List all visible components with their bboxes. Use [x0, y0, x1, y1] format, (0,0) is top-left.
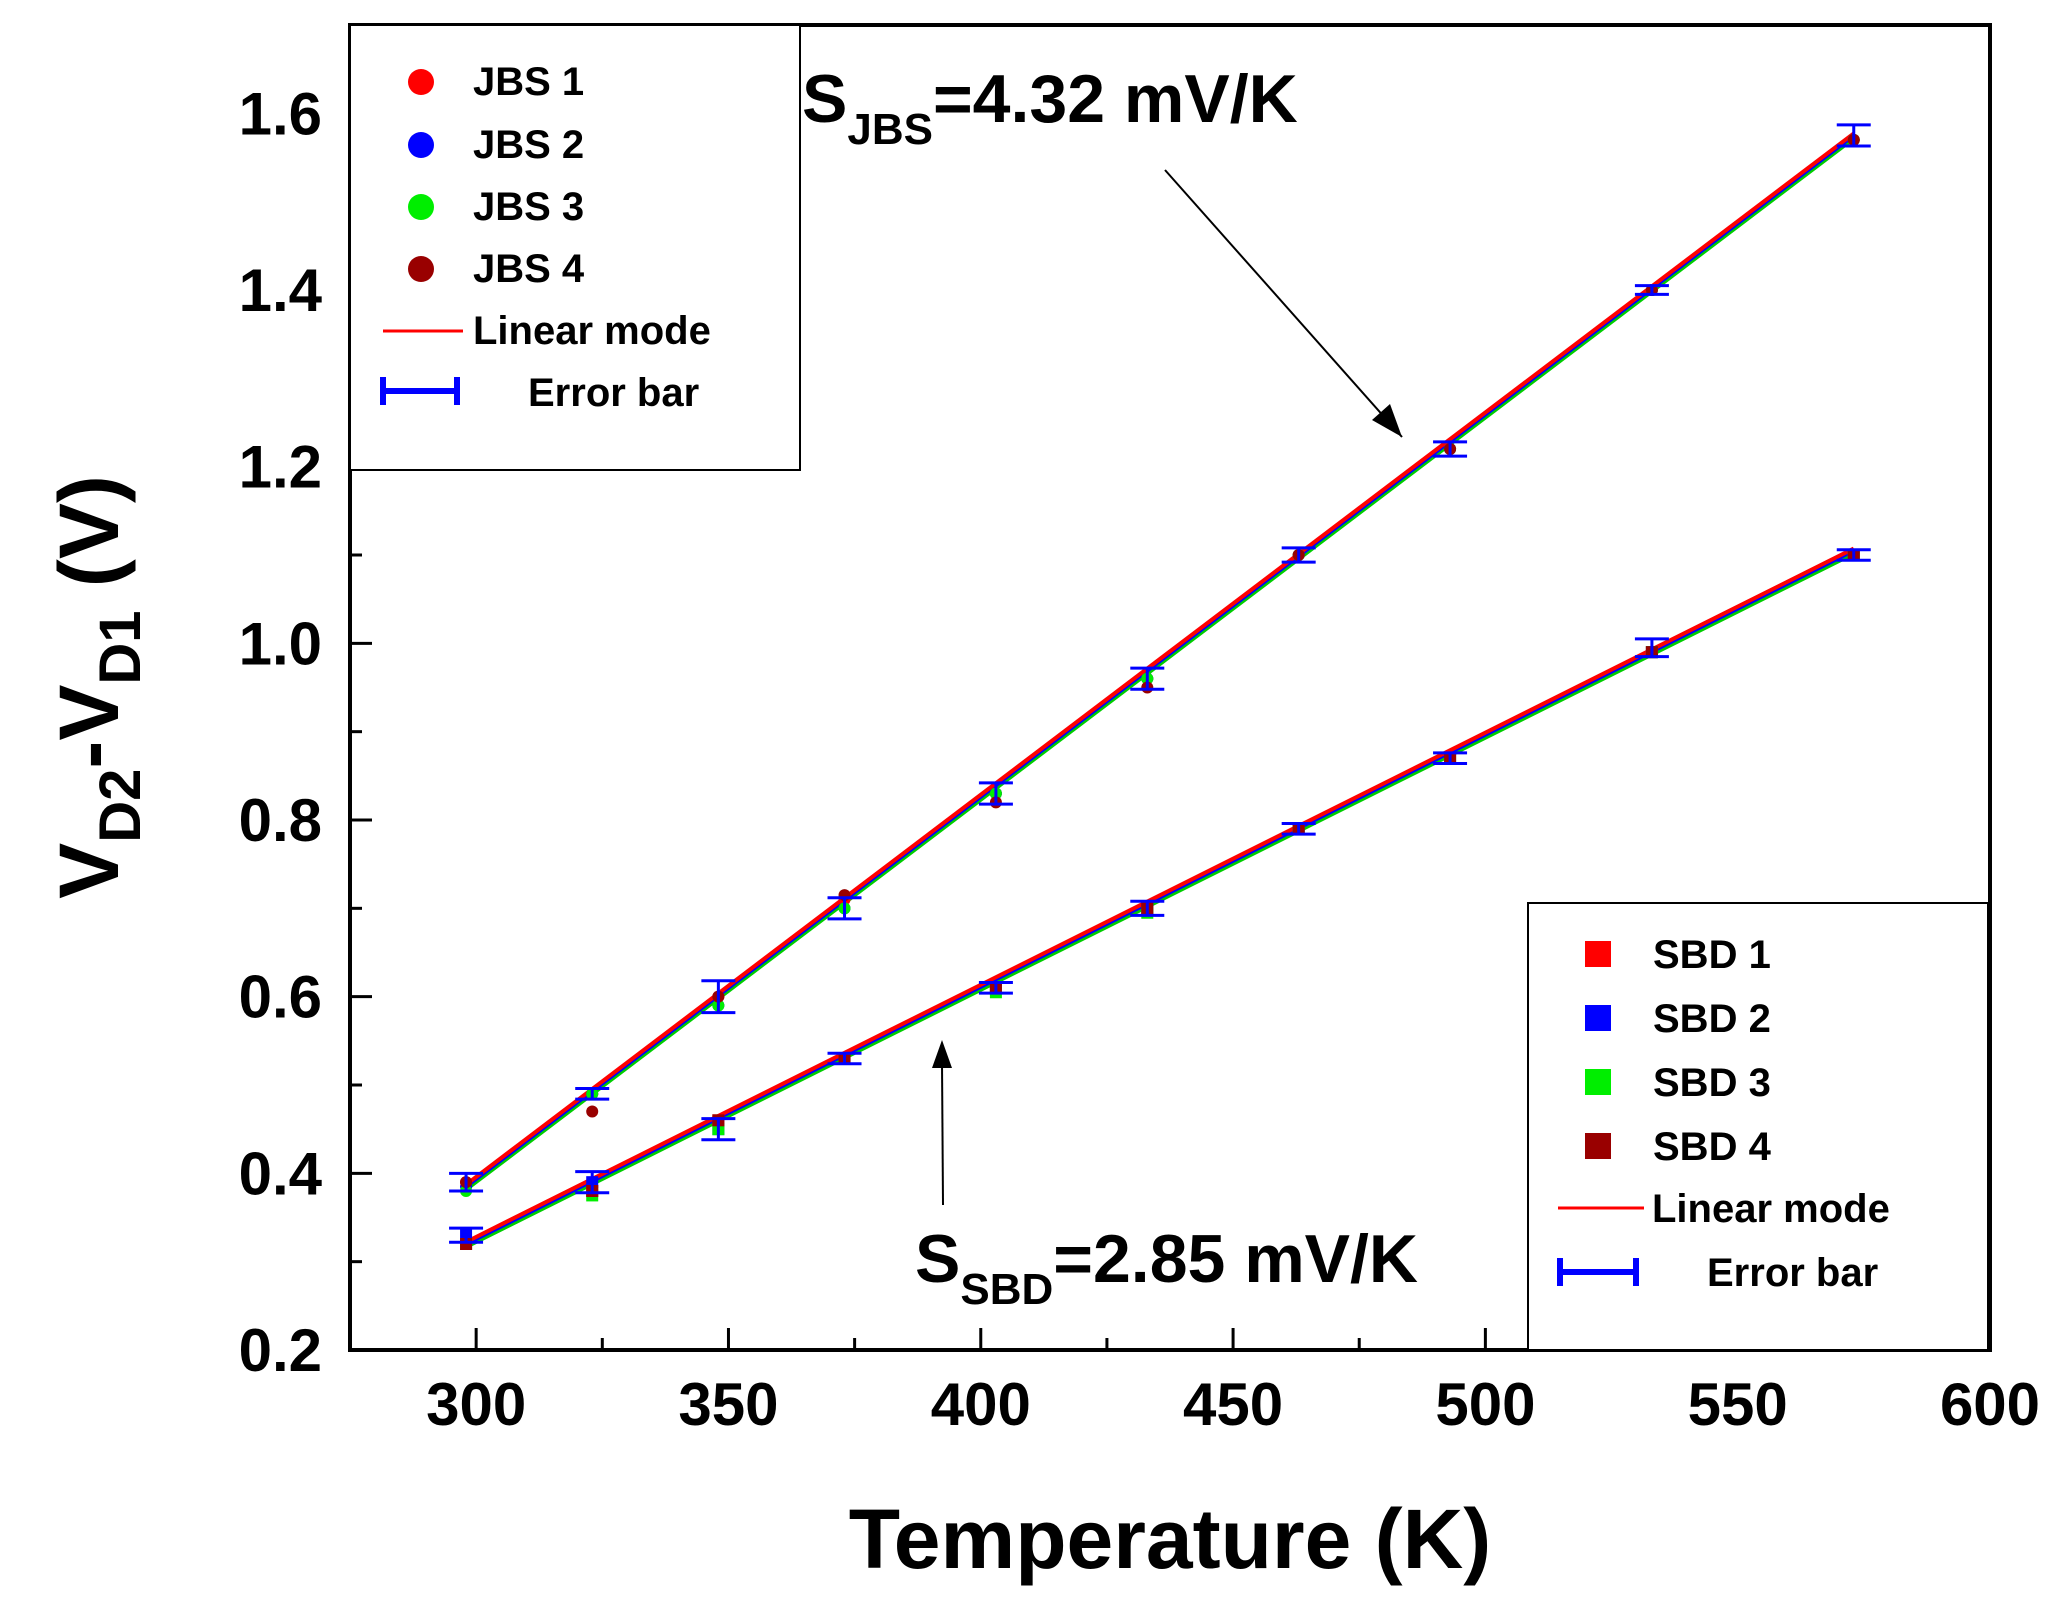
y-tick-label-1.0: 1.0 — [239, 610, 322, 677]
y-tick-label-0.6: 0.6 — [239, 964, 322, 1031]
legend-jbs4-marker — [408, 256, 434, 282]
error-bar-jbs-298 — [449, 1171, 484, 1193]
y-axis-title: VD2-VD1 (V) — [42, 475, 153, 899]
error-bar-sbd-433 — [1130, 899, 1165, 917]
y-tick-label-1.6: 1.6 — [239, 80, 322, 147]
error-bar-sbd-463 — [1281, 822, 1316, 836]
legend-jbs: JBS 1 JBS 2 JBS 3 JBS 4 Linear mode Erro… — [349, 24, 801, 471]
legend-jbs-linear-label: Linear mode — [473, 309, 711, 353]
y-tick-label-0.4: 0.4 — [239, 1140, 323, 1207]
sbd-slope-annotation: SSBD=2.85 mV/K — [915, 1221, 1418, 1314]
legend-sbd1-marker — [1585, 941, 1611, 967]
legend-sbd2-label: SBD 2 — [1653, 997, 1771, 1041]
legend-sbd3-marker — [1585, 1069, 1611, 1095]
legend-sbd-box — [1527, 902, 1989, 1351]
error-bar-sbd-348 — [701, 1117, 736, 1142]
fit-line-jbs-0 — [464, 136, 1855, 1192]
x-tick-label-400: 400 — [931, 1371, 1031, 1438]
y-tick-label-0.2: 0.2 — [239, 1317, 322, 1384]
jbs-annotation-arrowhead — [1372, 404, 1402, 437]
legend-jbs1-marker — [408, 69, 434, 95]
axis-ticks: 300 350 400 450 500 550 600 0.2 0.4 0.6 0.8 1.0 1.2 1… — [239, 80, 2040, 1438]
x-tick-label-300: 300 — [426, 1371, 526, 1438]
y-tick-label-1.2: 1.2 — [239, 434, 322, 501]
x-tick-label-350: 350 — [678, 1371, 778, 1438]
error-bar-jbs-348 — [701, 979, 736, 1015]
error-bar-jbs-433 — [1130, 666, 1165, 691]
legend-jbs2-marker — [408, 132, 434, 158]
error-bar-sbd-373 — [827, 1051, 862, 1066]
legend-jbs-box — [349, 24, 801, 471]
error-bar-sbd-323 — [575, 1170, 610, 1195]
fit-line-sbd-2 — [465, 546, 1855, 1244]
point-jbs4-323 — [586, 1105, 599, 1118]
legend-sbd4-marker — [1585, 1133, 1611, 1159]
plot-frame — [348, 23, 1992, 1352]
fit-line-jbs-2 — [464, 131, 1855, 1187]
x-axis-title: Temperature (K) — [849, 1492, 1492, 1586]
legend-sbd-error-label: Error bar — [1707, 1251, 1878, 1295]
legend-jbs4-label: JBS 4 — [473, 247, 585, 291]
legend-sbd2-marker — [1585, 1005, 1611, 1031]
error-bar-jbs-493 — [1433, 440, 1468, 458]
x-tick-label-600: 600 — [1940, 1371, 2040, 1438]
legend-jbs1-label: JBS 1 — [473, 60, 584, 104]
y-tick-label-0.8: 0.8 — [239, 787, 322, 854]
legend-sbd-linear-label: Linear mode — [1652, 1187, 1890, 1231]
sbd-annotation-arrow — [941, 1062, 944, 1206]
legend-jbs3-label: JBS 3 — [473, 185, 584, 229]
error-bar-jbs-533 — [1634, 284, 1669, 296]
x-tick-label-500: 500 — [1435, 1371, 1535, 1438]
error-bar-jbs-573 — [1836, 123, 1871, 148]
error-bar-sbd-403 — [978, 981, 1013, 995]
legend-jbs-error-swatch — [380, 377, 460, 405]
legend-sbd: SBD 1 SBD 2 SBD 3 SBD 4 Linear mode Erro… — [1527, 902, 1989, 1351]
x-tick-label-550: 550 — [1688, 1371, 1788, 1438]
legend-sbd4-label: SBD 4 — [1653, 1125, 1772, 1169]
jbs-annotation-arrow — [1164, 169, 1403, 438]
error-bar-jbs-323 — [575, 1087, 610, 1101]
legend-jbs-error-label: Error bar — [528, 371, 699, 415]
y-tick-label-1.4: 1.4 — [239, 257, 323, 324]
x-tick-label-450: 450 — [1183, 1371, 1283, 1438]
jbs-slope-annotation: SJBS=4.32 mV/K — [802, 61, 1298, 154]
error-bars — [449, 123, 1871, 1244]
error-bar-jbs-463 — [1281, 546, 1316, 564]
legend-sbd1-label: SBD 1 — [1653, 933, 1771, 977]
error-bar-jbs-403 — [978, 781, 1013, 806]
error-bar-sbd-298 — [449, 1226, 484, 1244]
sbd-annotation-arrowhead — [932, 1040, 952, 1068]
legend-sbd3-label: SBD 3 — [1653, 1061, 1771, 1105]
legend-jbs3-marker — [408, 194, 434, 220]
legend-jbs2-label: JBS 2 — [473, 123, 584, 167]
legend-sbd-error-swatch — [1557, 1258, 1639, 1286]
error-bar-sbd-533 — [1634, 637, 1669, 659]
error-bar-jbs-373 — [827, 896, 862, 921]
error-bar-sbd-573 — [1836, 548, 1871, 562]
error-bar-sbd-493 — [1433, 751, 1468, 765]
